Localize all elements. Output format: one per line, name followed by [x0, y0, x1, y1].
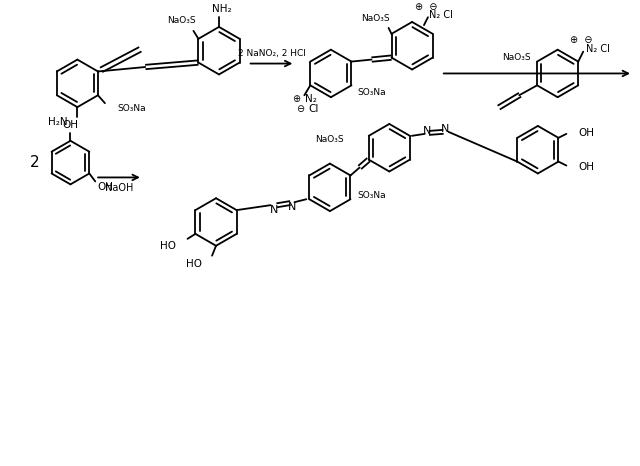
Text: 2 NaNO₂, 2 HCl: 2 NaNO₂, 2 HCl — [237, 49, 305, 58]
Text: N: N — [442, 124, 450, 134]
Text: N: N — [422, 126, 431, 136]
Text: H₂N: H₂N — [48, 117, 67, 127]
Text: OH: OH — [579, 162, 595, 171]
Text: NH₂: NH₂ — [212, 4, 232, 14]
Text: OH: OH — [579, 128, 595, 138]
Text: HO: HO — [186, 259, 202, 268]
Text: SO₃Na: SO₃Na — [358, 88, 387, 97]
Text: N: N — [288, 202, 297, 212]
Text: NaOH: NaOH — [105, 183, 133, 193]
Text: N₂ Cl: N₂ Cl — [429, 10, 453, 20]
Text: ⊕  ⊖: ⊕ ⊖ — [415, 2, 437, 12]
Text: ⊖: ⊖ — [296, 104, 305, 114]
Text: HO: HO — [159, 241, 175, 251]
Text: SO₃Na: SO₃Na — [358, 191, 387, 200]
Text: N: N — [269, 205, 278, 215]
Text: Cl: Cl — [308, 104, 319, 114]
Text: 2: 2 — [30, 155, 40, 170]
Text: N₂: N₂ — [305, 94, 317, 104]
Text: NaO₃S: NaO₃S — [361, 14, 390, 23]
Text: OH: OH — [63, 120, 79, 130]
Text: ⊕  ⊖: ⊕ ⊖ — [570, 35, 593, 45]
Text: OH: OH — [97, 182, 113, 192]
Text: N₂ Cl: N₂ Cl — [586, 44, 610, 54]
Text: SO₃Na: SO₃Na — [118, 103, 147, 113]
Text: ⊕: ⊕ — [292, 94, 301, 104]
Text: NaO₃S: NaO₃S — [315, 135, 344, 144]
Text: NaO₃S: NaO₃S — [167, 16, 195, 26]
Text: NaO₃S: NaO₃S — [502, 53, 531, 62]
